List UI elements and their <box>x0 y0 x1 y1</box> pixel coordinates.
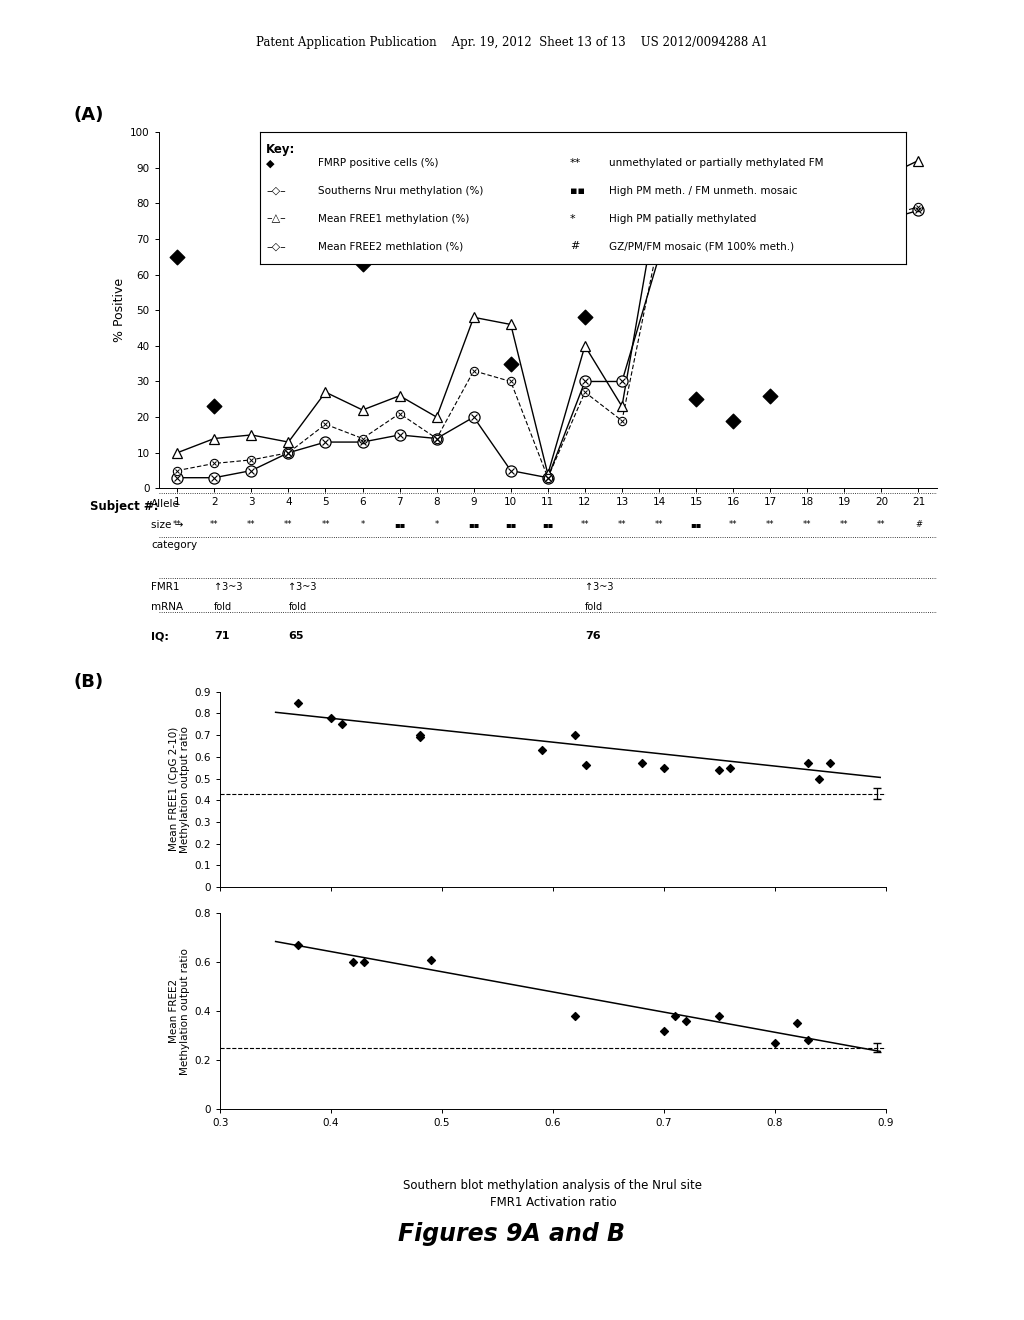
Point <box>334 714 350 735</box>
Point <box>688 388 705 409</box>
Point <box>634 752 650 774</box>
Text: #: # <box>914 520 922 529</box>
Text: *: * <box>360 520 365 529</box>
Text: **: ** <box>617 520 627 529</box>
Point <box>534 739 550 760</box>
Text: fold: fold <box>585 602 603 611</box>
Y-axis label: % Positive: % Positive <box>113 279 126 342</box>
Point <box>655 758 672 779</box>
Text: mRNA: mRNA <box>152 602 183 611</box>
Point <box>290 935 306 956</box>
Point <box>423 949 439 970</box>
Point <box>800 752 816 774</box>
Text: 76: 76 <box>585 631 600 642</box>
Text: **: ** <box>173 520 181 529</box>
Text: ▪▪: ▪▪ <box>543 520 553 529</box>
Point <box>578 755 594 776</box>
Text: *: * <box>434 520 439 529</box>
Point <box>503 352 519 375</box>
Point <box>206 396 222 417</box>
Text: ▪▪: ▪▪ <box>468 520 479 529</box>
Point <box>356 952 373 973</box>
Text: **: ** <box>210 520 218 529</box>
Text: **: ** <box>654 520 664 529</box>
Text: ↑3~3: ↑3~3 <box>214 582 243 593</box>
Text: **: ** <box>840 520 849 529</box>
Point <box>800 1030 816 1051</box>
Text: ▪▪: ▪▪ <box>690 520 701 529</box>
Text: **: ** <box>803 520 811 529</box>
Text: 65: 65 <box>289 631 304 642</box>
Text: FMR1 Activation ratio: FMR1 Activation ratio <box>489 1196 616 1209</box>
Point <box>354 253 371 275</box>
Text: IQ:: IQ: <box>152 631 169 642</box>
Point <box>567 1006 584 1027</box>
Point <box>711 759 727 780</box>
Point <box>811 768 827 789</box>
Text: **: ** <box>581 520 589 529</box>
Point <box>567 725 584 746</box>
Text: FMR1: FMR1 <box>152 582 180 593</box>
Text: **: ** <box>285 520 293 529</box>
Text: category: category <box>152 540 198 550</box>
Point <box>762 385 778 407</box>
Point <box>345 952 361 973</box>
Point <box>317 207 334 228</box>
Text: **: ** <box>729 520 737 529</box>
Text: Figures 9A and B: Figures 9A and B <box>398 1222 626 1246</box>
Y-axis label: Mean FREE1 (CpG 2-10)
Methylation output ratio: Mean FREE1 (CpG 2-10) Methylation output… <box>169 726 190 853</box>
Text: **: ** <box>766 520 774 529</box>
Point <box>412 725 428 746</box>
Point <box>391 207 408 228</box>
Point <box>822 752 839 774</box>
Point <box>711 1006 727 1027</box>
Text: Southern blot methylation analysis of the Nrul site: Southern blot methylation analysis of th… <box>403 1179 702 1192</box>
Point <box>788 1012 805 1034</box>
Point <box>412 727 428 748</box>
Point <box>323 708 339 729</box>
Point <box>722 758 738 779</box>
Text: **: ** <box>247 520 256 529</box>
Text: (B): (B) <box>74 673 103 692</box>
Text: fold: fold <box>214 602 232 611</box>
Point <box>767 1032 783 1053</box>
Point <box>667 1006 683 1027</box>
Point <box>655 1020 672 1041</box>
Text: ▪▪: ▪▪ <box>505 520 516 529</box>
Text: ↑3~3: ↑3~3 <box>289 582 316 593</box>
Text: size →: size → <box>152 520 183 529</box>
Text: ▪▪: ▪▪ <box>394 520 406 529</box>
Text: Subject #:: Subject #: <box>90 500 159 513</box>
Text: Allele: Allele <box>152 499 180 510</box>
Point <box>678 1010 694 1031</box>
Text: 71: 71 <box>214 631 229 642</box>
Text: ↑3~3: ↑3~3 <box>585 582 613 593</box>
Text: **: ** <box>322 520 330 529</box>
Text: (A): (A) <box>74 106 104 124</box>
Point <box>169 246 185 267</box>
Text: **: ** <box>878 520 886 529</box>
Point <box>290 692 306 713</box>
Text: Patent Application Publication    Apr. 19, 2012  Sheet 13 of 13    US 2012/00942: Patent Application Publication Apr. 19, … <box>256 36 768 49</box>
Text: fold: fold <box>289 602 306 611</box>
Y-axis label: Mean FREE2
Methylation output ratio: Mean FREE2 Methylation output ratio <box>169 948 190 1074</box>
Point <box>577 306 593 327</box>
Point <box>725 411 741 432</box>
